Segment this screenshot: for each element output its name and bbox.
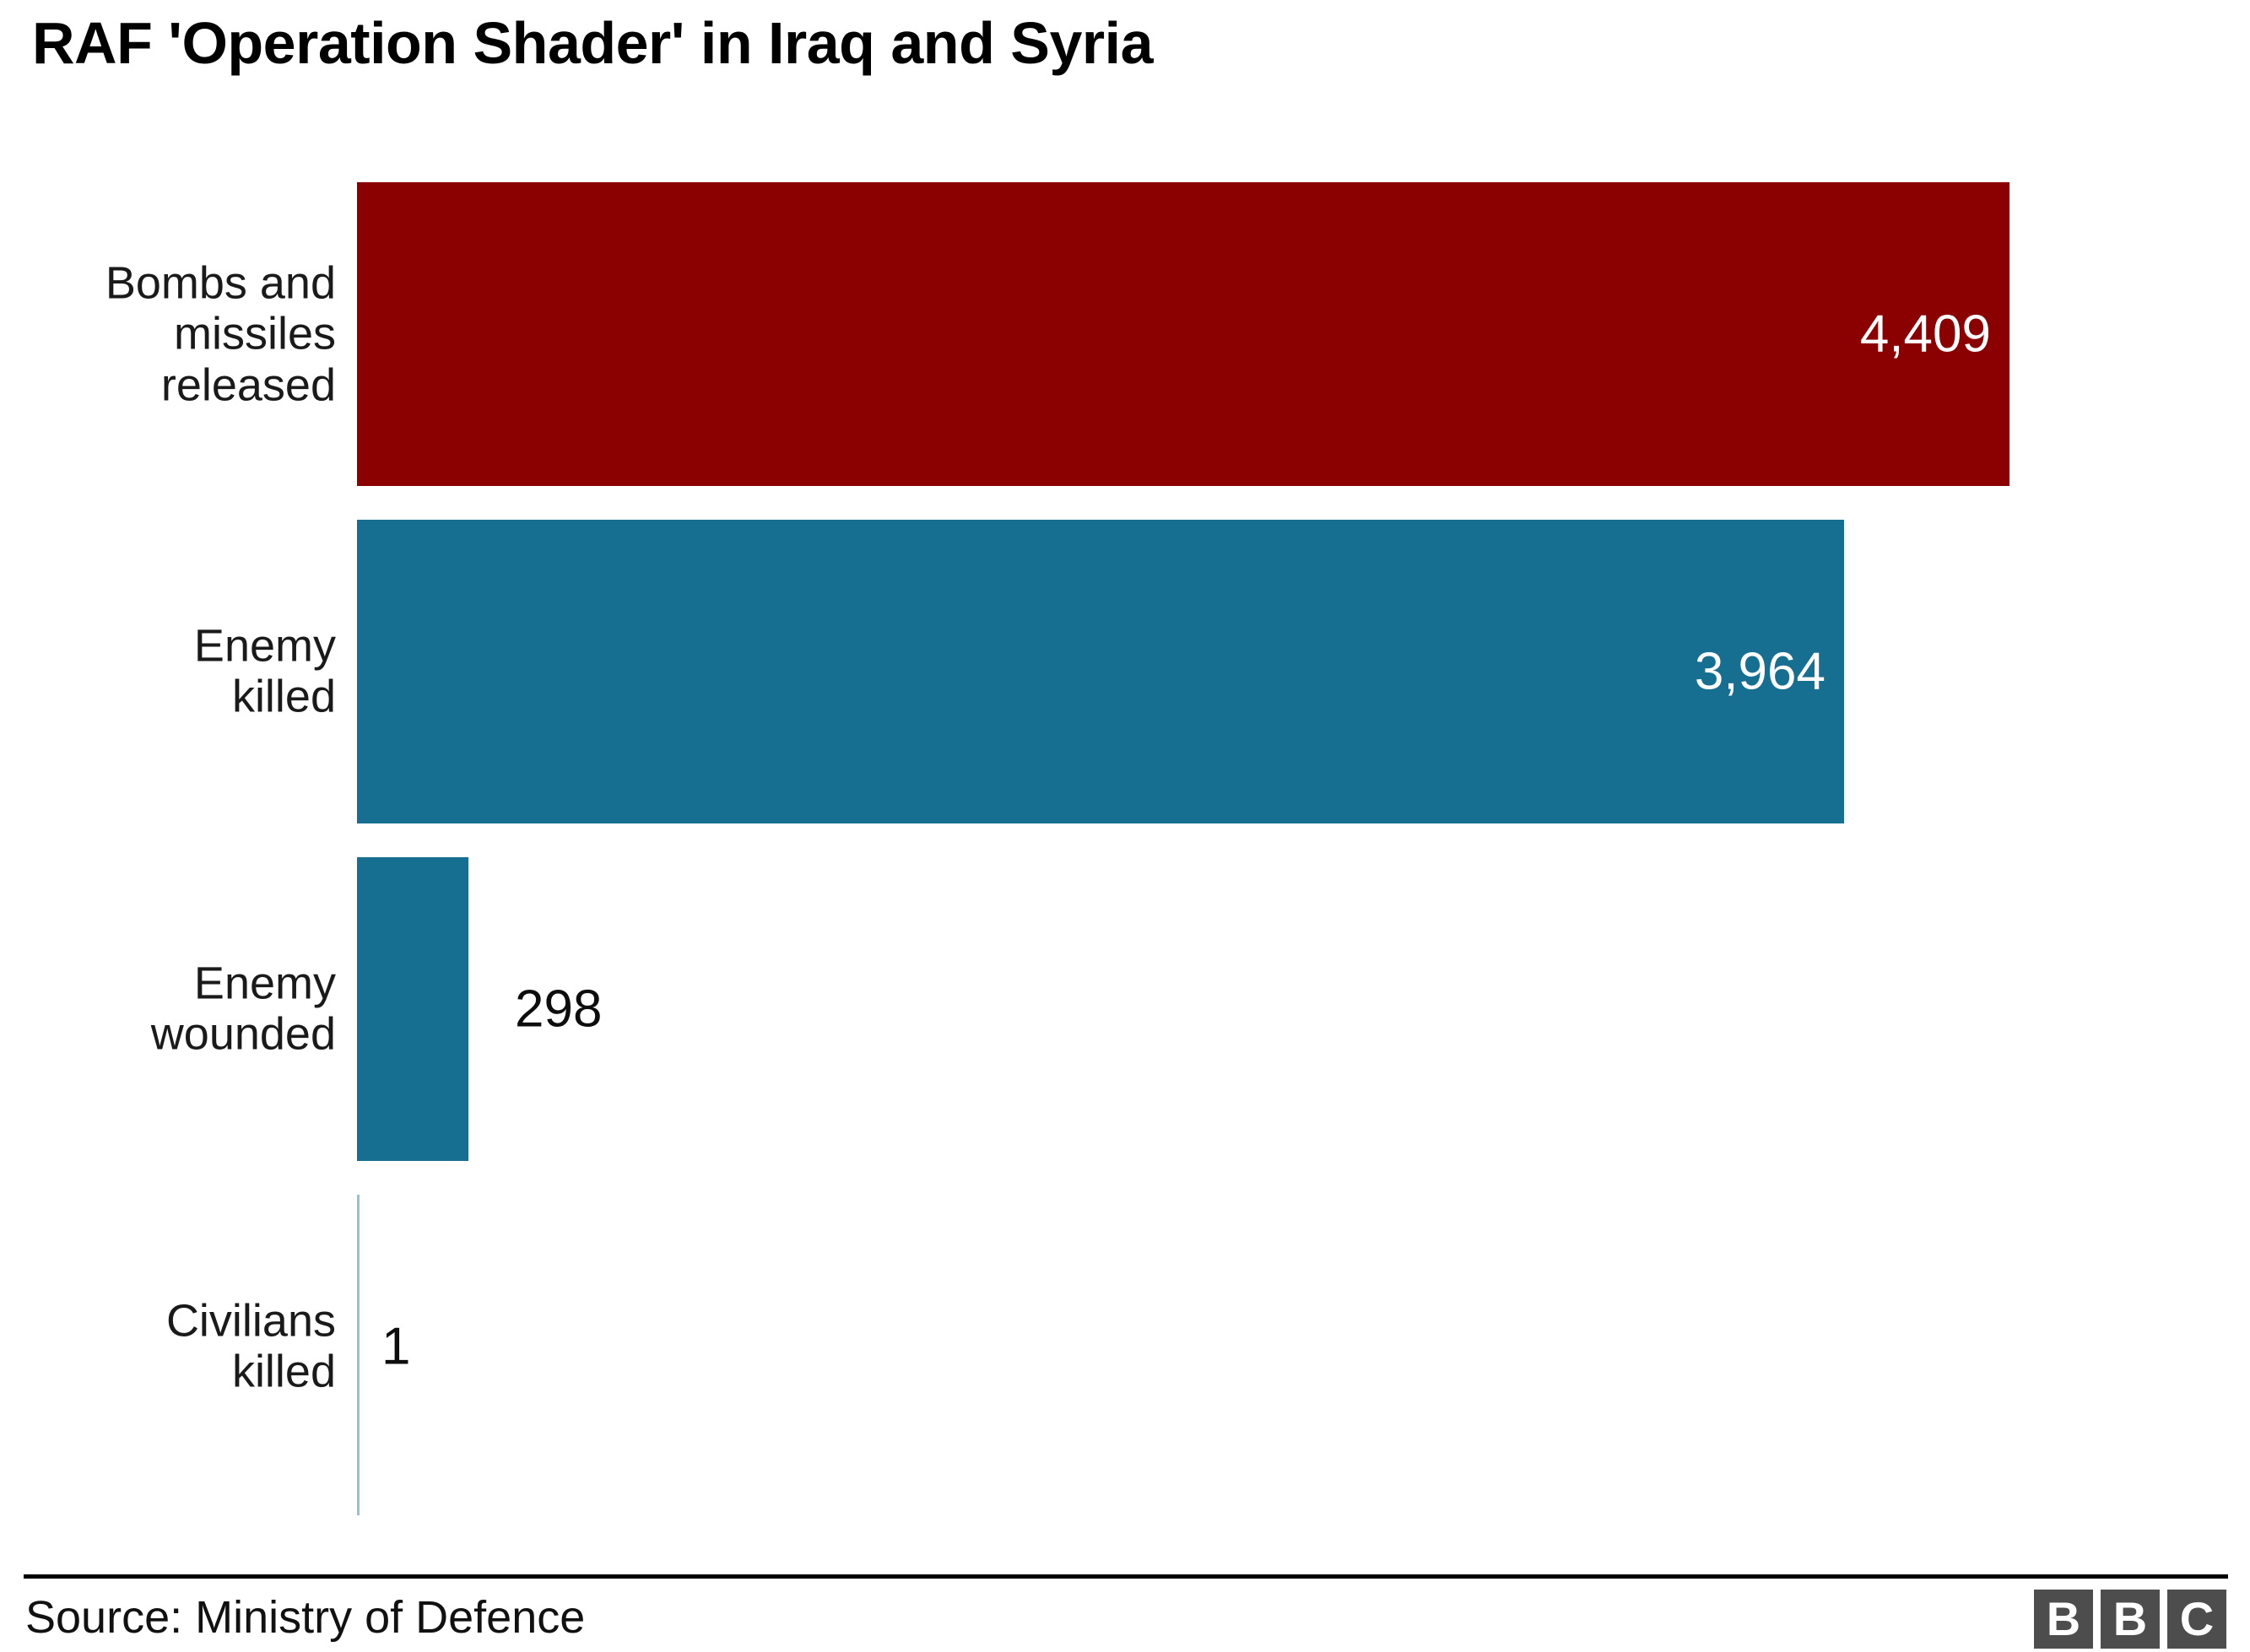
- bar-enemy-killed[interactable]: 3,964: [357, 520, 1844, 823]
- bar-value-label: 1: [381, 1317, 411, 1376]
- bar-value-label: 298: [515, 980, 603, 1039]
- bar-row: Civilians killed 1: [0, 1178, 2250, 1515]
- category-label: Enemy wounded: [150, 958, 336, 1060]
- category-label: Civilians killed: [165, 1295, 336, 1397]
- bar-value-label: 3,964: [1694, 642, 1825, 701]
- bar-value-label: 4,409: [1859, 305, 1991, 364]
- category-label: Enemy killed: [193, 620, 336, 722]
- category-label: Bombs and missiles released: [105, 257, 336, 411]
- plot-area: Bombs and missiles released 4,409 Enemy …: [0, 165, 2250, 1549]
- source-attribution: Source: Ministry of Defence: [25, 1592, 586, 1643]
- bar-row: Bombs and missiles released 4,409: [0, 165, 2250, 503]
- bar-row: Enemy wounded 298: [0, 840, 2250, 1178]
- bbc-logo: B B C: [2034, 1590, 2226, 1649]
- bar-civilians-killed[interactable]: [357, 1195, 360, 1515]
- footer-divider: [24, 1574, 2228, 1579]
- bbc-logo-letter-3: C: [2167, 1590, 2226, 1649]
- bar-row: Enemy killed 3,964: [0, 503, 2250, 840]
- bar-enemy-wounded[interactable]: [357, 857, 468, 1161]
- bbc-logo-letter-2: B: [2101, 1590, 2160, 1649]
- bbc-logo-letter-1: B: [2034, 1590, 2093, 1649]
- page-title: RAF 'Operation Shader' in Iraq and Syria: [32, 10, 1154, 76]
- bar-bombs-and-missiles-released[interactable]: 4,409: [357, 182, 2009, 486]
